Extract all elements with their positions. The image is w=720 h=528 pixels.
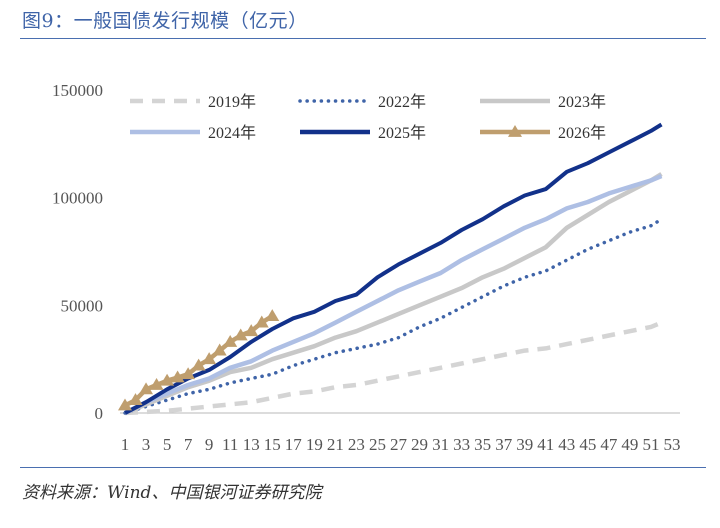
series-line-1 [124, 320, 663, 416]
x-tick-label: 31 [432, 435, 449, 454]
series-point [118, 398, 132, 411]
series-point [202, 352, 217, 365]
x-tick-label: 1 [121, 435, 130, 454]
x-tick-label: 53 [664, 435, 681, 454]
x-tick-label: 13 [243, 435, 260, 454]
series-point [170, 370, 185, 383]
series-point [139, 382, 154, 395]
source-note: 资料来源：Wind、中国银河证券研究院 [22, 483, 322, 503]
x-tick-label: 45 [579, 435, 596, 454]
x-tick-label: 23 [348, 435, 365, 454]
series-point [149, 378, 164, 390]
source-rule [20, 467, 706, 468]
figure-title: 图9：一般国债发行规模（亿元） [22, 10, 308, 32]
series-point [212, 343, 227, 356]
title-rule [20, 38, 706, 39]
x-tick-label: 51 [642, 435, 659, 454]
y-tick-label: 50000 [61, 296, 104, 315]
y-tick-label: 150000 [52, 81, 103, 100]
legend-label-3: 2023年 [558, 93, 606, 111]
series-point [223, 334, 238, 347]
legend-marker [508, 125, 522, 137]
legend-label-6: 2026年 [558, 124, 606, 142]
x-tick-label: 11 [222, 435, 238, 454]
y-tick-label: 0 [95, 404, 104, 423]
x-tick-label: 5 [163, 435, 172, 454]
series-point [191, 358, 206, 371]
x-tick-label: 49 [621, 435, 638, 454]
legend-label-2: 2022年 [378, 93, 426, 111]
series-line-5 [124, 122, 663, 415]
series-point [254, 315, 269, 328]
series-point [265, 309, 280, 321]
legend-label-1: 2019年 [208, 93, 256, 111]
x-tick-label: 29 [411, 435, 428, 454]
series-point [244, 324, 259, 337]
series-line-4 [123, 174, 663, 416]
series-point [160, 373, 175, 386]
x-tick-label: 21 [327, 435, 344, 454]
legend-label-5: 2025年 [378, 124, 426, 142]
x-tick-label: 7 [184, 435, 193, 454]
x-tick-label: 27 [390, 435, 408, 454]
x-tick-label: 15 [264, 435, 281, 454]
x-tick-label: 17 [285, 435, 303, 454]
x-tick-label: 35 [474, 435, 491, 454]
x-tick-label: 43 [558, 435, 575, 454]
x-tick-label: 39 [516, 435, 533, 454]
chart-legend: 2019年 2022年 2023年 2024年 2025年 2026年 [130, 93, 606, 142]
x-tick-label: 37 [495, 435, 513, 454]
x-tick-label: 25 [369, 435, 386, 454]
y-tick-label: 100000 [52, 189, 103, 208]
chart-series [118, 122, 664, 416]
x-tick-label: 19 [306, 435, 323, 454]
legend-label-4: 2024年 [208, 124, 256, 142]
series-point [128, 393, 143, 405]
series-line-2 [123, 217, 664, 415]
x-tick-label: 47 [600, 435, 618, 454]
x-tick-label: 3 [142, 435, 151, 454]
series-point [181, 367, 196, 380]
series-line-3 [124, 172, 663, 416]
x-tick-label: 33 [453, 435, 470, 454]
x-tick-label: 41 [537, 435, 554, 454]
x-tick-label: 9 [205, 435, 214, 454]
series-point [233, 328, 248, 341]
